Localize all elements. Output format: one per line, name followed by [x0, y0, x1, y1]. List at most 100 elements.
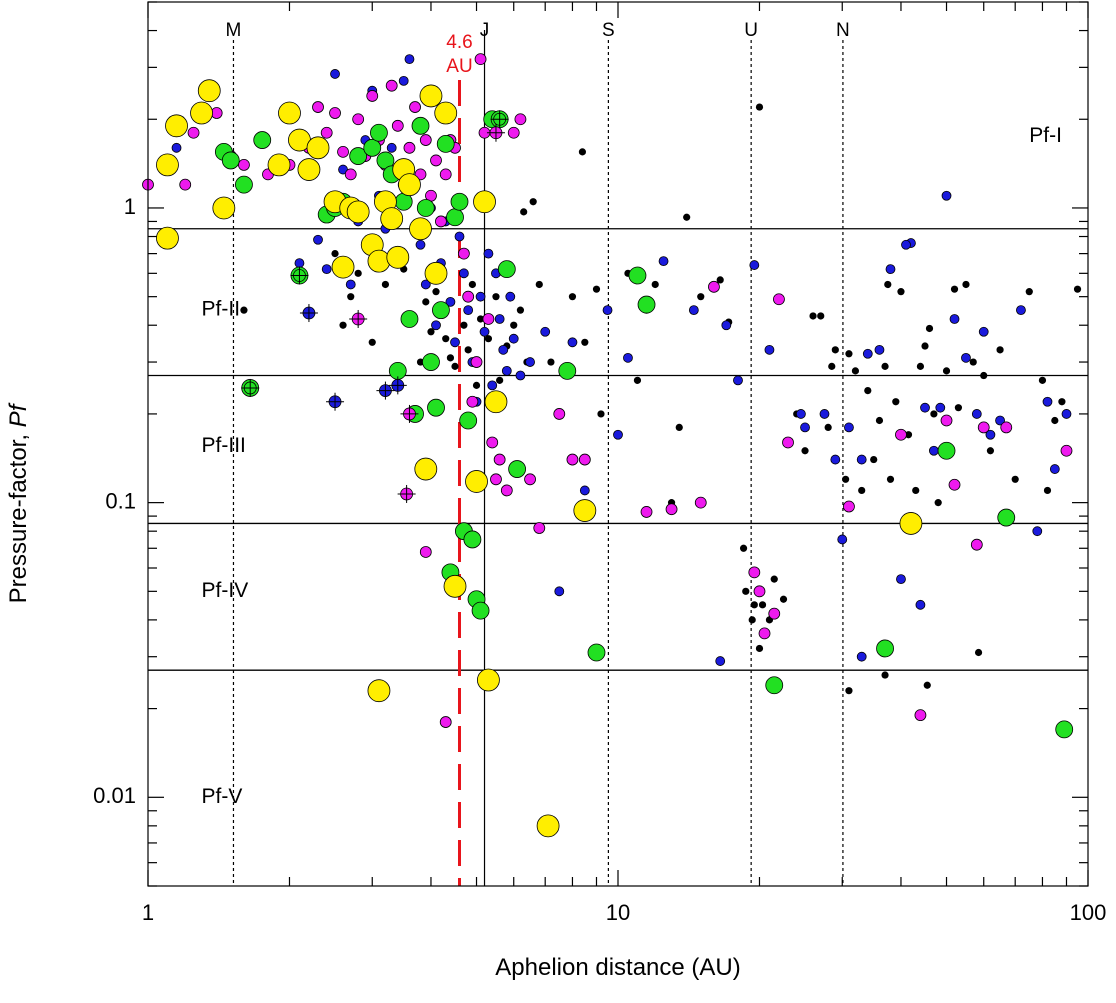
y-tick-label: 0.1 [105, 488, 136, 513]
data-point [450, 192, 469, 211]
data-point [484, 335, 493, 343]
data-point [553, 408, 566, 420]
data-point [884, 280, 892, 289]
x-tick-label: 1 [142, 900, 154, 925]
data-point [597, 410, 605, 418]
data-point [1043, 486, 1052, 495]
data-point [385, 79, 398, 92]
data-point [419, 84, 443, 108]
chart-lines [148, 30, 1088, 886]
data-point [1000, 421, 1013, 434]
data-point [901, 239, 911, 250]
data-point [427, 398, 445, 417]
data-point [156, 226, 179, 250]
data-point [352, 113, 365, 126]
data-point [578, 148, 587, 156]
data-point [463, 305, 474, 316]
data-point [460, 321, 468, 329]
axis-ticks: 1 10 100 0.01 0.1 1 [93, 1, 1107, 925]
data-point [533, 522, 546, 534]
data-point [755, 644, 764, 653]
data-point [937, 441, 956, 460]
data-point [409, 101, 421, 113]
data-point [240, 306, 248, 314]
data-point [923, 681, 931, 689]
planet-label-n: N [836, 20, 850, 41]
data-point [312, 101, 324, 113]
data-point [445, 296, 456, 307]
data-point [694, 496, 707, 509]
planet-label-s: S [602, 20, 615, 41]
data-point [344, 168, 357, 181]
data-point [828, 362, 836, 370]
data-point [331, 255, 355, 279]
data-point [817, 312, 825, 320]
data-point [844, 422, 854, 433]
data-point [739, 544, 748, 552]
data-point [870, 455, 878, 464]
data-point [514, 113, 527, 126]
data-point [446, 354, 455, 362]
y-axis-label: Pressure-factor, Pf [5, 402, 32, 603]
data-point [471, 601, 490, 620]
data-point [1032, 526, 1043, 537]
data-point [824, 423, 832, 432]
data-point [915, 599, 926, 610]
reference-label-unit: AU [446, 56, 472, 77]
x-tick-label: 10 [606, 900, 630, 925]
data-point [1011, 475, 1019, 483]
data-point [683, 213, 691, 221]
data-point [651, 280, 659, 289]
data-point [881, 671, 889, 679]
data-point [986, 447, 995, 455]
data-point [221, 151, 240, 170]
data-point [345, 279, 356, 290]
data-point [921, 342, 929, 350]
data-point [640, 506, 653, 518]
data-point [742, 587, 750, 595]
data-point [459, 411, 478, 430]
data-point [765, 676, 784, 695]
data-point [190, 101, 213, 125]
planet-label-m: M [226, 20, 242, 41]
data-point [500, 484, 513, 497]
data-point [339, 321, 347, 329]
class-label: Pf-II [202, 298, 241, 321]
data-point [895, 428, 907, 441]
class-label: Pf-IV [202, 579, 249, 602]
data-point [568, 293, 577, 301]
data-point [851, 367, 860, 375]
data-point [1061, 409, 1072, 419]
data-point [520, 208, 528, 216]
data-point [996, 346, 1004, 354]
data-point [525, 357, 535, 367]
data-point [508, 460, 527, 478]
data-point [753, 585, 766, 598]
data-point [432, 288, 440, 296]
data-point [458, 268, 469, 279]
data-point [831, 346, 839, 354]
class-label: Pf-V [202, 785, 243, 808]
data-point [179, 178, 192, 191]
data-point [801, 447, 809, 455]
data-point [414, 457, 438, 481]
data-point [535, 280, 543, 289]
data-point [419, 546, 432, 558]
data-point [623, 352, 633, 363]
x-tick-label: 100 [1070, 900, 1107, 925]
data-point [1038, 376, 1047, 384]
data-point [843, 500, 855, 513]
data-point [904, 431, 913, 439]
data-point [675, 423, 683, 432]
data-point [454, 231, 465, 242]
data-point [400, 310, 419, 328]
data-point [928, 445, 939, 456]
data-point [721, 320, 732, 331]
data-point [885, 264, 896, 275]
data-point [443, 574, 467, 598]
data-point [367, 249, 391, 273]
data-point [510, 321, 518, 329]
planet-label-u: U [744, 20, 758, 41]
data-point [773, 293, 785, 306]
data-point [505, 291, 516, 302]
